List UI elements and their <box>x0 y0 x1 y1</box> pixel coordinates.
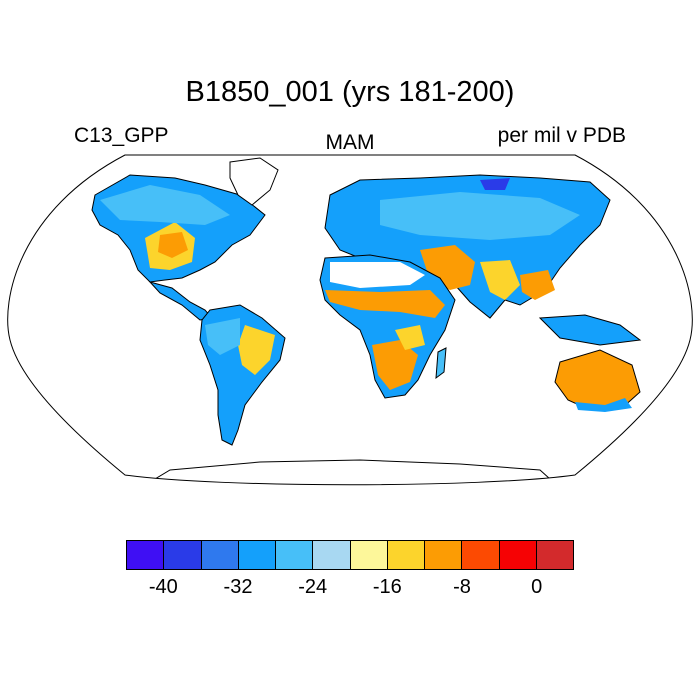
land-new-zealand <box>649 401 666 429</box>
colorbar-box-2 <box>200 540 239 570</box>
colorbar <box>126 540 574 570</box>
land-south-america-cool <box>205 318 240 355</box>
colorbar-label: -16 <box>372 576 402 598</box>
land-greenland <box>229 157 279 206</box>
colorbar-label: -8 <box>453 576 471 598</box>
colorbar-box-3 <box>237 540 276 570</box>
map-border <box>7 154 693 486</box>
land-australia-edge <box>575 398 632 412</box>
land-india-warm <box>480 260 520 300</box>
land-china-warm <box>520 270 555 300</box>
land-asia-cool <box>380 192 580 240</box>
colorbar-box-11 <box>535 540 574 570</box>
colorbar-box-0 <box>126 540 165 570</box>
land-north-america-cool <box>100 185 230 225</box>
land-indonesia <box>538 314 642 346</box>
colorbar-box-10 <box>498 540 537 570</box>
colorbar-box-9 <box>461 540 500 570</box>
colorbar-label: -32 <box>223 576 253 598</box>
land-north-america-warm2 <box>158 232 188 258</box>
land-madagascar <box>435 347 447 380</box>
colorbar-box-8 <box>424 540 463 570</box>
colorbar-box-4 <box>275 540 314 570</box>
colorbar-label: -24 <box>298 576 328 598</box>
colorbar-label: 0 <box>531 576 543 598</box>
land-south-america-warm <box>238 325 275 375</box>
land-sahel-warm <box>325 290 445 318</box>
variable-label: C13_GPP <box>74 124 169 147</box>
land-sahara-missing <box>330 262 425 288</box>
land-australia <box>554 349 641 411</box>
colorbar-box-7 <box>386 540 425 570</box>
plot-title: B1850_001 (yrs 181-200) <box>185 76 515 108</box>
land-central-america <box>148 281 213 321</box>
land-africa-yellow <box>395 325 425 350</box>
colorbar-box-1 <box>163 540 202 570</box>
colorbar-label: -40 <box>148 576 178 598</box>
land-southern-africa-warm <box>372 340 418 390</box>
units-label: per mil v PDB <box>497 124 626 147</box>
colorbar-box-5 <box>312 540 351 570</box>
colorbar-box-6 <box>349 540 388 570</box>
land-antarctica <box>138 459 562 485</box>
land-asia-dark <box>480 178 510 190</box>
season-label: MAM <box>325 131 375 154</box>
